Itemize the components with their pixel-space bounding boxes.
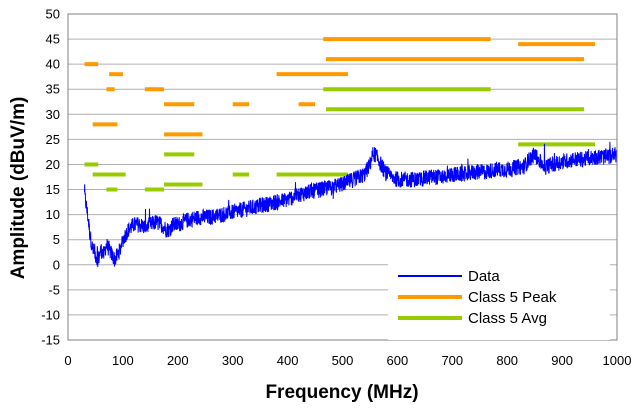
y-tick-label: 30: [46, 107, 60, 122]
y-tick-label: 0: [53, 257, 60, 272]
limit-lines: [84, 37, 596, 192]
y-tick-label: -5: [48, 282, 60, 297]
x-axis-ticks: 0 100 200 300 400 500 600 700 800 900 1000: [64, 353, 631, 368]
y-tick-label: 50: [46, 7, 60, 22]
y-tick-label: 15: [46, 182, 60, 197]
y-tick-label: 25: [46, 132, 60, 147]
data-line: [83, 141, 618, 267]
plot-frame: [67, 13, 618, 341]
x-tick-label: 0: [64, 353, 71, 368]
x-tick-label: 800: [496, 353, 518, 368]
y-tick-label: -10: [41, 307, 60, 322]
x-tick-label: 900: [551, 353, 573, 368]
legend: Data Class 5 Peak Class 5 Avg: [388, 262, 610, 340]
x-tick-label: 700: [441, 353, 463, 368]
legend-label-data: Data: [468, 268, 500, 285]
x-tick-label: 400: [277, 353, 299, 368]
y-tick-label: 10: [46, 207, 60, 222]
x-axis-label: Frequency (MHz): [265, 382, 418, 403]
y-tick-label: 35: [46, 82, 60, 97]
legend-label-class5-peak: Class 5 Peak: [468, 289, 557, 306]
x-tick-label: 600: [387, 353, 409, 368]
y-tick-label: 45: [46, 32, 60, 47]
y-tick-label: -15: [41, 333, 60, 348]
x-tick-label: 500: [332, 353, 354, 368]
y-tick-label: 5: [53, 232, 60, 247]
y-axis-label: Amplitude (dBuV/m): [8, 97, 29, 280]
y-tick-label: 20: [46, 157, 60, 172]
x-tick-label: 100: [112, 353, 134, 368]
x-tick-label: 200: [167, 353, 189, 368]
y-tick-label: 40: [46, 57, 60, 72]
legend-label-class5-avg: Class 5 Avg: [468, 310, 547, 327]
x-tick-label: 300: [222, 353, 244, 368]
x-tick-label: 1000: [603, 353, 632, 368]
data-series: [83, 141, 618, 267]
